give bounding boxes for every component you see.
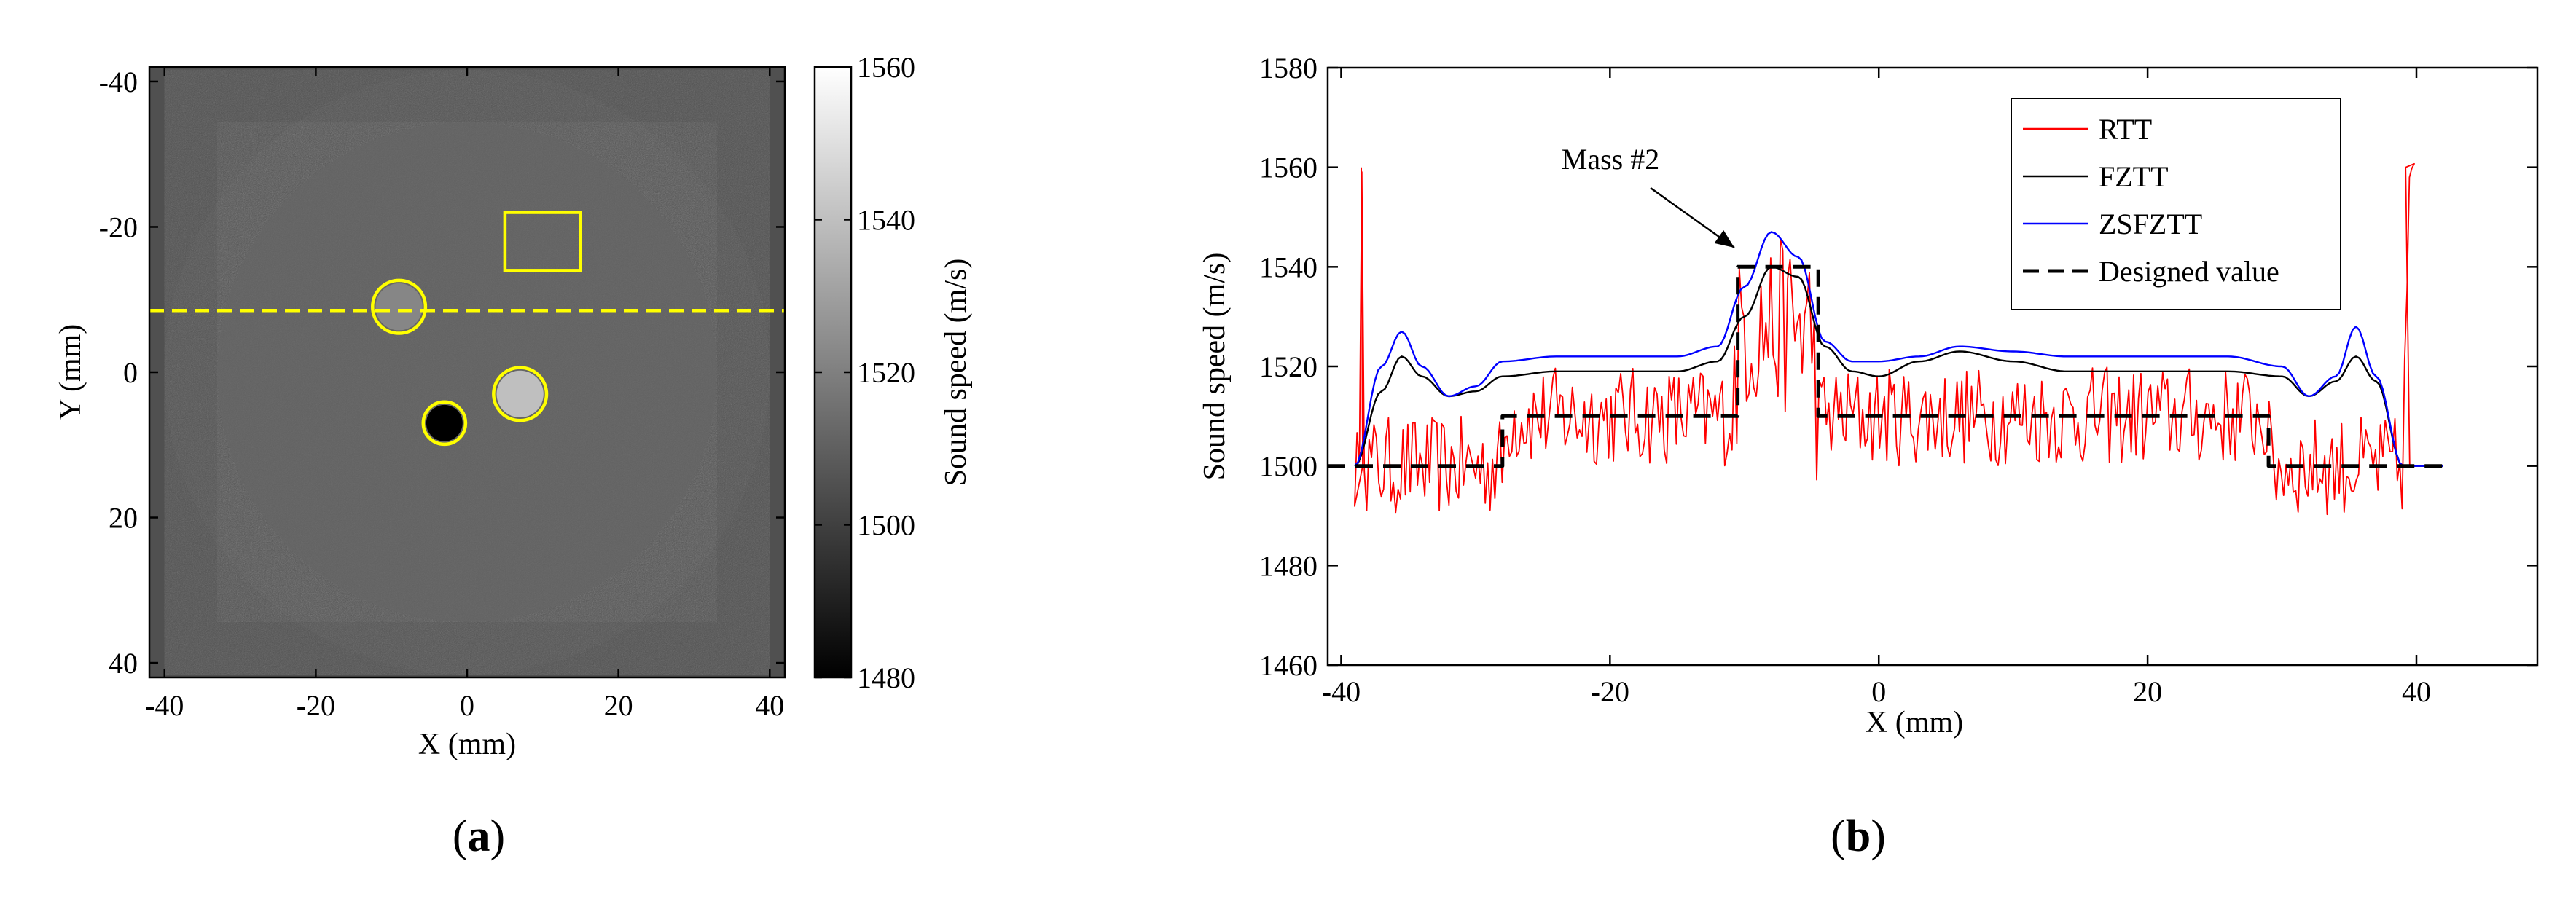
- roi-circle-2: [492, 366, 549, 422]
- colorbar-tick-label: 1560: [857, 51, 915, 84]
- roi-rectangle: [503, 211, 582, 272]
- line-x-tick-label: -20: [1591, 675, 1629, 708]
- line-y-axis-label: Sound speed (m/s): [1198, 253, 1232, 481]
- panel-b-line-chart: -40 -20 0 20 40 1460 1480 1500 1520 1540 1560 1580…: [1198, 52, 2539, 861]
- series-line-zsfztt: [1354, 231, 2443, 467]
- colorbar-tick-label: 1500: [857, 509, 915, 542]
- line-y-tick-label: 1560: [1259, 152, 1318, 184]
- line-x-tick-label: 40: [2402, 675, 2431, 708]
- line-x-ticks: -40 -20 0 20 40: [1322, 68, 2431, 708]
- line-x-axis-label: X (mm): [1866, 706, 1963, 739]
- annotation-text: Mass #2: [1562, 143, 1659, 176]
- heatmap-overlays: [149, 211, 785, 447]
- legend-label-designed-value: Designed value: [2099, 255, 2279, 288]
- line-y-tick-label: 1540: [1259, 251, 1318, 283]
- legend-box: [2011, 98, 2341, 310]
- panel-a-heatmap: -40 -20 0 20 40 -40 -20 0 20 40 X (mm) Y (mm) 14…: [54, 51, 973, 861]
- heatmap-x-axis-label: X (mm): [418, 728, 516, 761]
- heatmap-x-tick-label: -40: [145, 689, 184, 722]
- line-y-tick-label: 1500: [1259, 450, 1318, 483]
- line-x-tick-label: -40: [1322, 675, 1361, 708]
- heatmap-y-axis-label: Y (mm): [54, 324, 87, 421]
- series-line-rtt: [1354, 162, 2415, 516]
- annotation-mass-2: Mass #2: [1562, 143, 1735, 249]
- colorbar-tick-label: 1540: [857, 204, 915, 237]
- inclusion-1: [375, 283, 423, 331]
- heatmap-plot-area: [149, 67, 785, 677]
- line-chart-frame: [1326, 66, 2539, 667]
- line-x-tick-label: 0: [1871, 675, 1886, 708]
- heatmap-x-ticks: -40 -20 0 20 40: [145, 67, 784, 722]
- panel-label-a: (a): [453, 811, 505, 861]
- line-x-tick-label: 20: [2133, 675, 2162, 708]
- colorbar-ticks: 1480 1500 1520 1540 1560: [815, 51, 915, 694]
- colorbar-tick-label: 1480: [857, 661, 915, 694]
- heatmap-y-ticks: -40 -20 0 20 40: [99, 66, 785, 680]
- legend: RTT FZTT ZSFZTT Designed value: [2011, 98, 2341, 310]
- heatmap-x-tick-label: 40: [755, 689, 784, 722]
- heatmap-x-tick-label: 20: [604, 689, 633, 722]
- annotation-arrow-head: [1714, 229, 1734, 248]
- colorbar: 1480 1500 1520 1540 1560 Sound speed (m/s): [813, 51, 973, 694]
- colorbar-label: Sound speed (m/s): [939, 259, 973, 487]
- series-line-designed-value: [1328, 264, 2443, 468]
- heatmap-y-tick-label: -40: [99, 66, 138, 98]
- line-y-ticks: 1460 1480 1500 1520 1540 1560 1580: [1259, 52, 2537, 682]
- roi-circle-1: [370, 278, 428, 335]
- heatmap-y-tick-label: 0: [123, 356, 138, 389]
- panel-letter-b: b: [1846, 811, 1871, 861]
- line-series-group: [1328, 162, 2443, 516]
- line-y-tick-label: 1520: [1259, 350, 1318, 383]
- heatmap-x-tick-label: -20: [297, 689, 335, 722]
- roi-circle-3: [421, 400, 468, 447]
- heatmap-x-tick-label: 0: [460, 689, 474, 722]
- panel-label-b: (b): [1831, 811, 1886, 861]
- heatmap-y-tick-label: -20: [99, 211, 138, 243]
- panel-letter-a: a: [468, 811, 490, 861]
- phantom-body-texture: [217, 122, 717, 622]
- legend-label-rtt: RTT: [2099, 113, 2152, 146]
- inclusion-3: [426, 404, 463, 441]
- inclusion-2: [496, 370, 544, 418]
- colorbar-tick-label: 1520: [857, 356, 915, 389]
- heatmap-y-tick-label: 20: [109, 502, 138, 535]
- series-line-fztt: [1354, 266, 2443, 467]
- line-y-tick-label: 1460: [1259, 649, 1318, 682]
- line-y-tick-label: 1580: [1259, 52, 1318, 84]
- legend-label-zsfztt: ZSFZTT: [2099, 208, 2202, 240]
- heatmap-y-tick-label: 40: [109, 647, 138, 680]
- line-y-tick-label: 1480: [1259, 549, 1318, 582]
- legend-label-fztt: FZTT: [2099, 160, 2169, 193]
